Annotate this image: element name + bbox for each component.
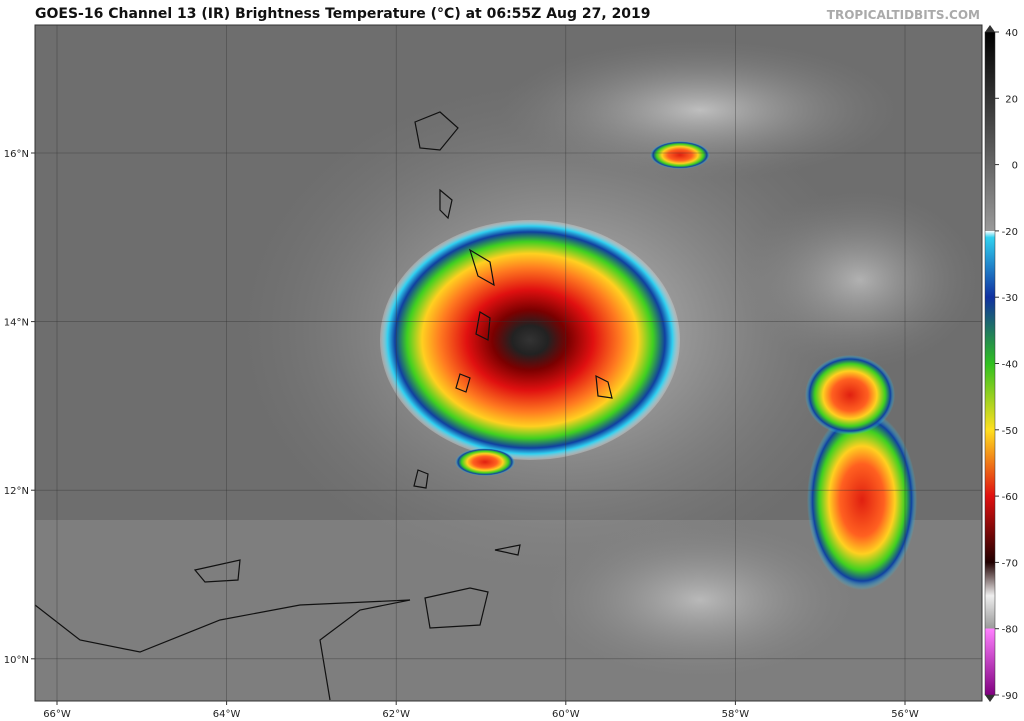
lon-label: 56°W (891, 709, 919, 720)
colorbar (984, 31, 996, 696)
title: GOES-16 Channel 13 (IR) Brightness Tempe… (35, 6, 651, 22)
colorbar-label: -20 (1002, 227, 1018, 238)
colorbar-label: -70 (1002, 558, 1018, 569)
graticule (35, 25, 982, 701)
lon-label: 64°W (213, 709, 241, 720)
colorbar-label: -90 (1002, 691, 1018, 702)
cloud-field (740, 190, 980, 370)
lat-label: 16°N (4, 149, 29, 160)
lat-label: 12°N (4, 486, 29, 497)
colorbar-label: -50 (1002, 426, 1018, 437)
colorbar-label: -30 (1002, 293, 1018, 304)
imagery (35, 25, 982, 701)
lon-label: 58°W (722, 709, 750, 720)
cloud-field (500, 40, 900, 180)
coastlines (35, 111, 613, 701)
lon-label: 62°W (382, 709, 410, 720)
convection (455, 448, 515, 476)
convection (805, 355, 895, 435)
lat-label: 10°N (4, 655, 29, 666)
storm-core (380, 220, 680, 460)
colorbar-label: -60 (1002, 492, 1018, 503)
lat-label: 14°N (4, 318, 29, 329)
colorbar-label: 0 (1012, 161, 1018, 172)
lon-label: 66°W (43, 709, 71, 720)
convection (650, 141, 710, 169)
colorbar-label: -80 (1002, 625, 1018, 636)
lon-label: 60°W (552, 709, 580, 720)
map-frame (34, 24, 983, 702)
colorbar-label: -40 (1002, 360, 1018, 371)
convection (807, 410, 917, 590)
credit: TROPICALTIDBITS.COM (827, 8, 980, 22)
colorbar-label: 20 (1005, 94, 1018, 105)
colorbar-label: 40 (1005, 28, 1018, 39)
cloud-field (540, 520, 860, 680)
